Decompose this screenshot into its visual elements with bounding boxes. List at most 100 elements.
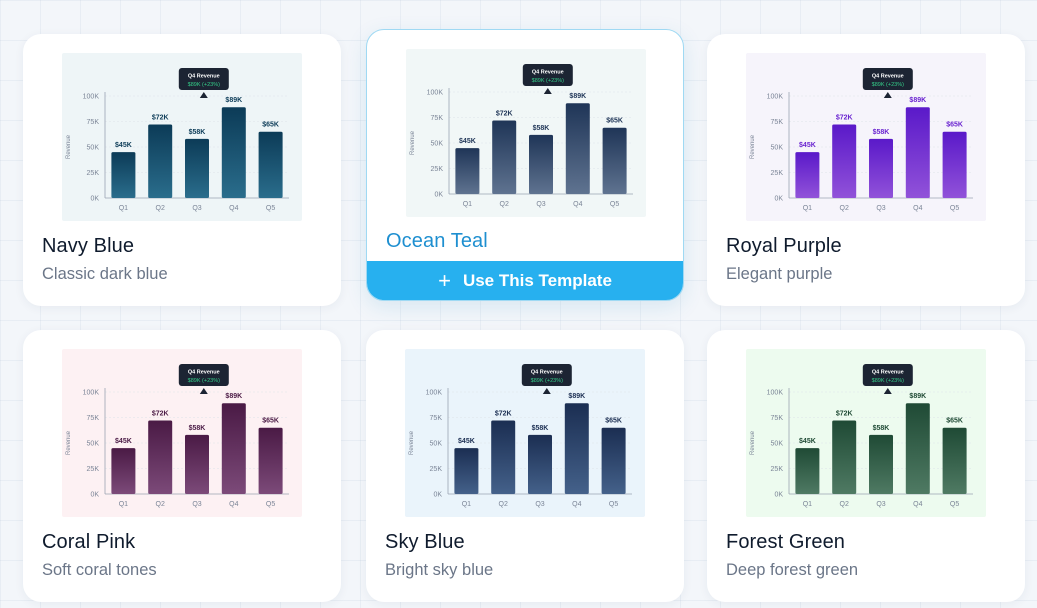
bar-value-label: $45K <box>458 438 475 445</box>
y-tick-label: 25K <box>87 466 100 473</box>
template-card[interactable]: Revenue 0K 25K 50K 75K 100K $45K Q1 $72K Q2 $58K Q3… <box>707 34 1025 306</box>
x-tick-label: Q5 <box>266 205 275 212</box>
y-tick-label: 50K <box>771 441 784 448</box>
bar-value-label: $65K <box>946 418 963 425</box>
bar <box>185 434 209 494</box>
template-card[interactable]: Revenue 0K 25K 50K 75K 100K $45K Q1 $72K Q2 $58K Q3… <box>23 330 341 602</box>
x-tick-label: Q5 <box>610 201 619 208</box>
bar-value-label: $89K <box>569 93 586 100</box>
y-tick-label: 50K <box>771 145 784 152</box>
bar <box>565 103 590 194</box>
template-preview: Revenue 0K 25K 50K 75K 100K $45K Q1 $72K Q2 $58K Q3… <box>405 349 645 517</box>
y-tick-label: 100K <box>83 94 100 101</box>
chart-tooltip: Q4 Revenue $89K (+23%) <box>522 64 573 94</box>
x-tick-label: Q4 <box>573 201 582 208</box>
x-tick-label: Q1 <box>803 501 812 508</box>
y-axis-title: Revenue <box>66 430 72 455</box>
y-tick-label: 50K <box>87 441 100 448</box>
bar <box>148 420 173 494</box>
x-tick-label: Q1 <box>803 205 812 212</box>
bar-value-label: $65K <box>605 418 622 425</box>
chart-tooltip: Q4 Revenue $89K (+23%) <box>178 364 229 394</box>
tooltip-detail: $89K (+23%) <box>531 378 563 384</box>
template-card[interactable]: Revenue 0K 25K 50K 75K 100K $45K Q1 $72K Q2 $58K Q3… <box>23 34 341 306</box>
plus-icon: + <box>438 267 451 293</box>
tooltip-title: Q4 Revenue <box>531 370 563 376</box>
bar-value-label: $58K <box>873 129 890 136</box>
bar <box>529 134 553 194</box>
tooltip-arrow <box>199 92 208 98</box>
y-tick-label: 75K <box>87 119 100 126</box>
bar <box>528 434 552 494</box>
bar <box>869 434 893 494</box>
bar-value-label: $89K <box>225 97 242 104</box>
bar <box>795 152 820 198</box>
x-tick-label: Q4 <box>229 205 238 212</box>
y-tick-label: 0K <box>433 492 442 499</box>
bar <box>148 124 173 198</box>
chart-tooltip: Q4 Revenue $89K (+23%) <box>862 68 913 98</box>
bar-value-label: $89K <box>225 393 242 400</box>
tooltip-arrow <box>542 388 551 394</box>
x-tick-label: Q5 <box>609 501 618 508</box>
template-preview: Revenue 0K 25K 50K 75K 100K $45K Q1 $72K Q2 $58K Q3… <box>62 349 302 517</box>
template-card[interactable]: Revenue 0K 25K 50K 75K 100K $45K Q1 $72K Q2 $58K Q3… <box>707 330 1025 602</box>
x-tick-label: Q2 <box>500 201 509 208</box>
y-tick-label: 75K <box>430 415 443 422</box>
bar-value-label: $72K <box>152 411 169 418</box>
use-template-button[interactable]: + Use This Template <box>367 261 683 300</box>
bar-chart: Revenue 0K 25K 50K 75K 100K $45K Q1 $72K Q2 $58K Q3… <box>750 68 973 212</box>
y-tick-label: 100K <box>767 390 784 397</box>
bar-value-label: $65K <box>946 122 963 129</box>
y-tick-label: 75K <box>771 119 784 126</box>
bar-value-label: $72K <box>836 411 853 418</box>
y-tick-label: 0K <box>90 492 99 499</box>
y-axis-title: Revenue <box>750 430 756 455</box>
x-tick-label: Q2 <box>840 205 849 212</box>
use-template-label: Use This Template <box>462 270 612 290</box>
bar <box>221 403 246 494</box>
template-preview: Revenue 0K 25K 50K 75K 100K $45K Q1 $72K Q2 $58K Q3… <box>62 53 302 221</box>
template-name: Forest Green <box>726 531 846 553</box>
x-tick-label: Q4 <box>913 501 922 508</box>
chart-tooltip: Q4 Revenue $89K (+23%) <box>178 68 229 98</box>
x-tick-label: Q2 <box>156 501 165 508</box>
tooltip-arrow <box>199 388 208 394</box>
tooltip-title: Q4 Revenue <box>872 74 904 80</box>
x-tick-label: Q2 <box>840 501 849 508</box>
tooltip-detail: $89K (+23%) <box>872 378 904 384</box>
bar <box>795 448 820 494</box>
template-card[interactable]: Revenue 0K 25K 50K 75K 100K $45K Q1 $72K Q2 $58K Q3… <box>366 29 684 301</box>
x-tick-label: Q1 <box>463 201 472 208</box>
x-tick-label: Q3 <box>876 205 885 212</box>
template-description: Deep forest green <box>726 561 859 579</box>
bar <box>185 138 209 198</box>
y-tick-label: 75K <box>431 115 444 122</box>
bar <box>492 120 517 194</box>
y-tick-label: 0K <box>774 492 783 499</box>
template-preview: Revenue 0K 25K 50K 75K 100K $45K Q1 $72K Q2 $58K Q3… <box>746 349 986 517</box>
y-tick-label: 75K <box>87 415 100 422</box>
x-tick-label: Q5 <box>950 501 959 508</box>
bar-value-label: $58K <box>189 425 206 432</box>
y-tick-label: 100K <box>767 94 784 101</box>
x-tick-label: Q2 <box>156 205 165 212</box>
bar-value-label: $72K <box>495 411 512 418</box>
y-tick-label: 50K <box>430 441 443 448</box>
template-card[interactable]: Revenue 0K 25K 50K 75K 100K $45K Q1 $72K Q2 $58K Q3… <box>366 330 684 602</box>
tooltip-detail: $89K (+23%) <box>532 78 564 84</box>
y-tick-label: 0K <box>774 196 783 203</box>
template-name: Sky Blue <box>385 531 465 553</box>
y-tick-label: 25K <box>87 170 100 177</box>
tooltip-title: Q4 Revenue <box>532 70 564 76</box>
y-tick-label: 25K <box>771 170 784 177</box>
tooltip-detail: $89K (+23%) <box>188 378 220 384</box>
template-description: Soft coral tones <box>42 561 157 579</box>
bar-value-label: $89K <box>568 393 585 400</box>
bar-value-label: $58K <box>873 425 890 432</box>
y-tick-label: 100K <box>427 90 444 97</box>
y-tick-label: 25K <box>771 466 784 473</box>
bar <box>221 107 246 198</box>
x-tick-label: Q3 <box>876 501 885 508</box>
y-tick-label: 100K <box>83 390 100 397</box>
